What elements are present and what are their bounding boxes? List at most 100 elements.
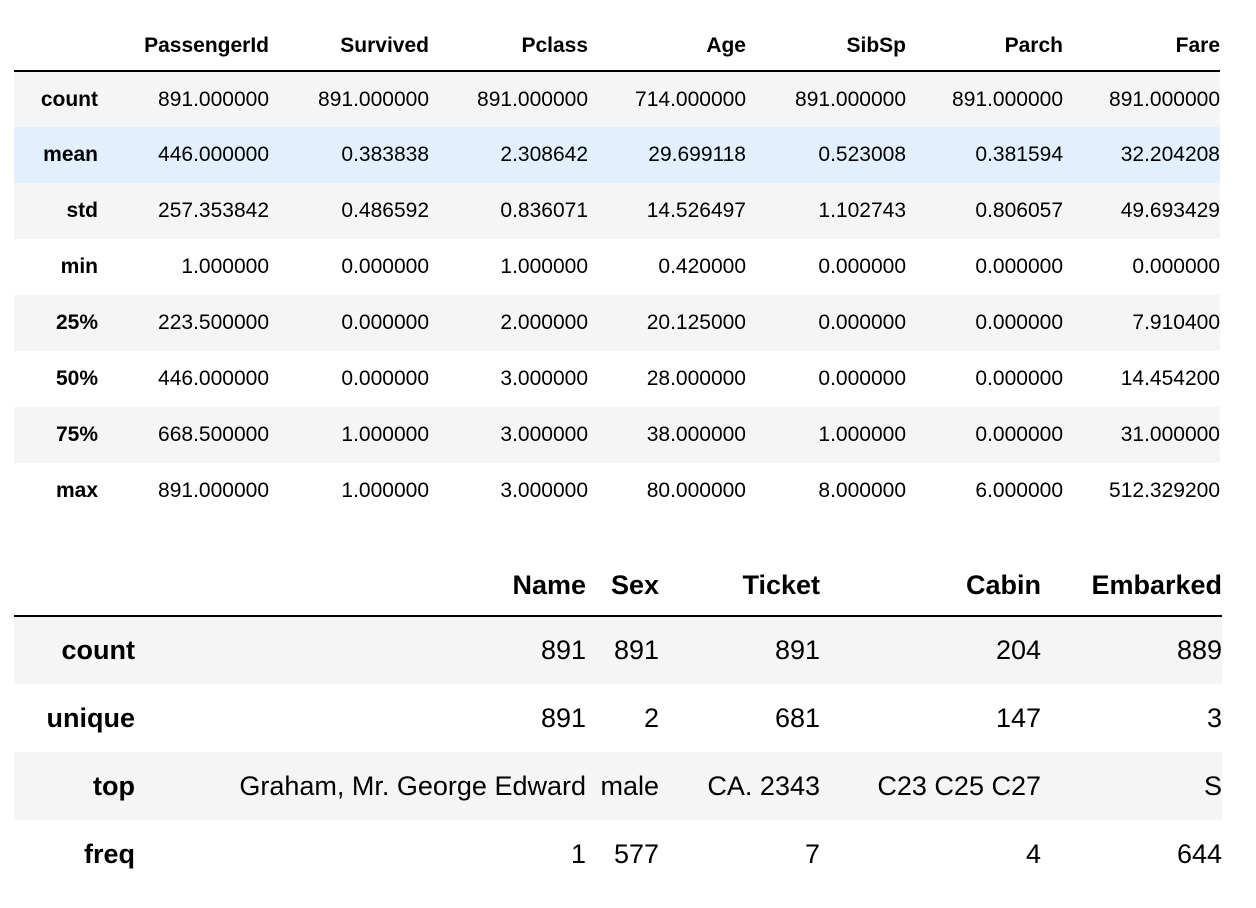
table-cell: 6.000000 (975, 479, 1063, 502)
table-cell: 0.000000 (975, 423, 1063, 446)
row-label: top (93, 770, 135, 801)
table-cell: 3 (1206, 702, 1222, 733)
table-cell: 3.000000 (500, 367, 588, 390)
row-label: min (60, 255, 98, 278)
table-cell: Graham, Mr. George Edward (239, 770, 586, 801)
row-label: std (66, 199, 99, 222)
table-cell: 577 (613, 838, 659, 869)
row-label: freq (83, 838, 135, 869)
table-cell: 891.000000 (158, 87, 269, 111)
numeric-describe-table: PassengerId Survived Pclass Age SibSp Pa… (14, 22, 1220, 519)
table-row-std: std 257.353842 0.486592 0.836071 14.5264… (14, 183, 1220, 239)
table-cell: 20.125000 (646, 311, 746, 334)
table-cell: 80.000000 (646, 479, 746, 502)
object-describe-table: Name Sex Ticket Cabin Embarked count 891… (14, 555, 1222, 888)
index-header (14, 555, 135, 616)
table-cell: 891 (540, 635, 586, 665)
table-cell: 0.000000 (975, 311, 1063, 334)
table-cell: 891.000000 (158, 479, 269, 502)
table-cell: 891 (613, 635, 659, 665)
table-cell: 31.000000 (1120, 423, 1220, 446)
table-cell: 0.000000 (818, 367, 906, 390)
table-row-75pct: 75% 668.500000 1.000000 3.000000 38.0000… (14, 407, 1220, 463)
column-header-sex: Sex (610, 569, 659, 600)
table-cell: 2 (643, 702, 659, 733)
table-cell: 0.486592 (341, 199, 429, 222)
table-cell: 0.420000 (658, 255, 746, 278)
column-header-passengerid: PassengerId (144, 34, 269, 57)
table-cell: 49.693429 (1120, 199, 1220, 222)
table-cell: 0.836071 (500, 199, 588, 222)
table-cell: C23 C25 C27 (877, 770, 1041, 801)
table-cell: 644 (1176, 838, 1222, 869)
table-row-unique: unique 891 2 681 147 3 (14, 684, 1223, 752)
table-cell: 0.000000 (975, 367, 1063, 390)
table-cell: 257.353842 (158, 199, 269, 222)
table-row-max: max 891.000000 1.000000 3.000000 80.0000… (14, 463, 1220, 519)
table-cell: 0.806057 (975, 199, 1063, 222)
table-cell: 0.381594 (975, 143, 1063, 166)
table-row-count: count 891.000000 891.000000 891.000000 7… (14, 71, 1220, 127)
table-cell: 147 (995, 702, 1041, 733)
table-cell: 29.699118 (648, 143, 746, 166)
table-cell: 891 (540, 702, 586, 733)
column-header-survived: Survived (340, 34, 429, 57)
table-cell: 891.000000 (795, 87, 906, 111)
table-cell: male (600, 770, 659, 801)
row-label: 75% (55, 423, 98, 446)
table-cell: 4 (1025, 838, 1041, 869)
column-header-age: Age (706, 34, 746, 57)
table-cell: CA. 2343 (707, 770, 820, 801)
table-row-freq: freq 1 577 7 4 644 (14, 820, 1222, 888)
table-cell: 2.000000 (500, 311, 588, 334)
table-cell: 28.000000 (646, 367, 746, 390)
row-label: mean (43, 143, 98, 166)
table-cell: 38.000000 (646, 423, 746, 446)
column-header-cabin: Cabin (965, 569, 1041, 600)
table-cell: 14.454200 (1120, 367, 1220, 390)
column-header-ticket: Ticket (742, 569, 820, 600)
table-cell: 681 (774, 702, 820, 733)
table-cell: 0.000000 (1132, 255, 1220, 278)
table-cell: 0.000000 (341, 367, 429, 390)
table-cell: 0.523008 (818, 143, 906, 166)
table-row-50pct: 50% 446.000000 0.000000 3.000000 28.0000… (14, 351, 1220, 407)
table-row-count: count 891 891 891 204 889 (14, 616, 1222, 684)
table-cell: 0.000000 (975, 255, 1063, 278)
row-label: count (61, 635, 136, 665)
row-label: count (40, 87, 98, 111)
table-cell: 1.000000 (341, 423, 429, 446)
table-row-mean: mean 446.000000 0.383838 2.308642 29.699… (14, 127, 1220, 183)
table-cell: 7.910400 (1132, 311, 1220, 334)
table-cell: 1 (570, 838, 586, 869)
index-header (14, 22, 98, 71)
table-cell: 1.102743 (818, 199, 906, 222)
table-cell: 0.000000 (818, 255, 906, 278)
table-cell: 1.000000 (500, 255, 588, 278)
table-cell: 891.000000 (952, 87, 1063, 111)
row-label: unique (46, 702, 136, 733)
row-label: max (55, 479, 98, 502)
column-header-pclass: Pclass (521, 34, 588, 57)
column-header-fare: Fare (1175, 34, 1220, 57)
table-cell: 3.000000 (500, 423, 588, 446)
table-cell: 8.000000 (818, 479, 906, 502)
table-cell: 0.383838 (341, 143, 429, 166)
table-cell: 446.000000 (158, 143, 269, 166)
table-cell: 1.000000 (181, 255, 269, 278)
table-cell: 14.526497 (646, 199, 746, 222)
table-cell: 223.500000 (158, 311, 269, 334)
header-row: Name Sex Ticket Cabin Embarked (14, 555, 1222, 616)
table-cell: 889 (1176, 635, 1222, 665)
column-header-parch: Parch (1004, 34, 1063, 57)
table-cell: 1.000000 (818, 423, 906, 446)
table-cell: 891.000000 (318, 87, 429, 111)
table-cell: 2.308642 (500, 143, 588, 166)
table-cell: 891 (774, 635, 820, 665)
table-cell: 1.000000 (341, 479, 429, 502)
table-cell: 714.000000 (635, 87, 746, 111)
table-row-min: min 1.000000 0.000000 1.000000 0.420000 … (14, 239, 1220, 295)
table-cell: 0.000000 (818, 311, 906, 334)
table-cell: 7 (804, 838, 820, 869)
row-label: 50% (55, 367, 98, 390)
